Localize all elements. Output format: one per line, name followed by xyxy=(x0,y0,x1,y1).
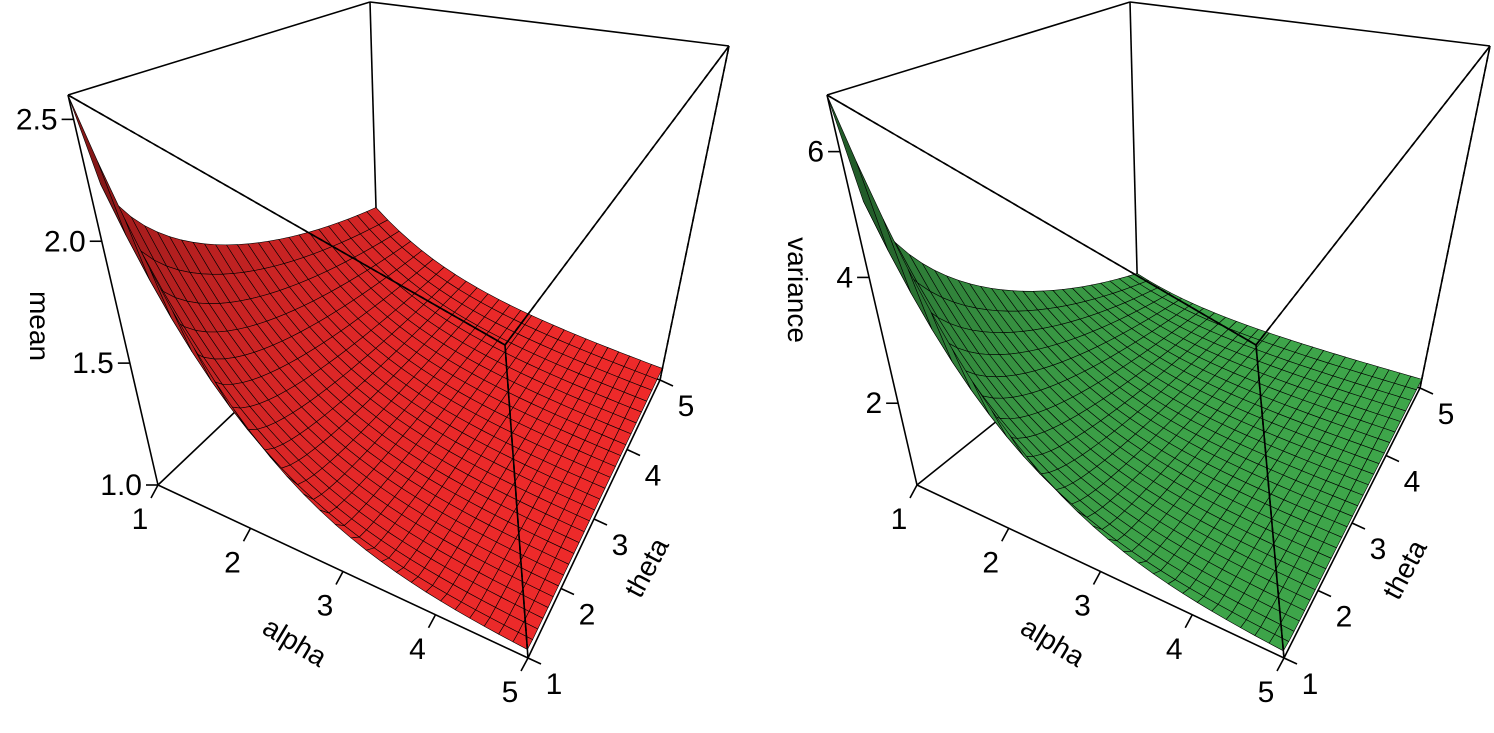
mean-edge xyxy=(67,94,506,346)
mean-x-tick-label: 1 xyxy=(132,503,149,536)
variance-x-tick xyxy=(1276,657,1285,672)
variance-y-tick-label: 2 xyxy=(1336,601,1353,634)
mean-edge xyxy=(67,1,371,96)
mean-z-tick-label: 1.5 xyxy=(72,347,114,380)
variance-y-tick xyxy=(1317,589,1332,598)
variance-x-tick xyxy=(1184,614,1193,629)
variance-y-tick-label: 3 xyxy=(1370,533,1387,566)
mean-y-tick-label: 3 xyxy=(612,529,629,562)
mean-surface-facet xyxy=(97,161,150,280)
variance-x-tick-label: 5 xyxy=(1258,676,1275,709)
mean-y-tick-label: 1 xyxy=(546,668,563,701)
variance-z-tick-label: 2 xyxy=(865,387,882,420)
variance-y-tick-label: 1 xyxy=(1302,668,1319,701)
variance-surface-facet xyxy=(856,161,912,293)
variance-y-tick xyxy=(1419,387,1434,395)
mean-edge xyxy=(504,344,529,659)
variance-x-tick-label: 4 xyxy=(1166,633,1183,666)
variance-x-tick-label: 2 xyxy=(982,546,999,579)
variance-z-tick-label: 6 xyxy=(807,136,824,169)
mean-y-tick xyxy=(527,657,542,665)
mean-z-tick-label: 1.0 xyxy=(100,469,142,502)
variance-x-tick-label: 3 xyxy=(1074,590,1091,623)
mean-x-tick-label: 5 xyxy=(502,676,519,709)
variance-edge xyxy=(1255,45,1491,346)
mean-y-tick-label: 2 xyxy=(579,599,596,632)
variance-y-tick-label: 4 xyxy=(1404,466,1421,499)
variance-z-tick-label: 4 xyxy=(836,261,853,294)
variance-y-tick xyxy=(1283,657,1298,665)
variance-edge xyxy=(1129,1,1491,47)
variance-z-axis-label: variance xyxy=(782,237,813,343)
mean-surface-facet xyxy=(67,94,127,236)
variance-surface xyxy=(826,94,1423,652)
mean-x-tick xyxy=(520,657,529,672)
variance-x-tick xyxy=(909,484,918,499)
mean-x-tick xyxy=(427,614,437,629)
variance-edge xyxy=(1419,45,1491,389)
mean-z-axis-label: mean xyxy=(24,291,55,361)
variance-edge xyxy=(826,1,1131,96)
mean-edge xyxy=(369,1,730,47)
mean-x-tick-label: 2 xyxy=(224,546,241,579)
mean-front-frame xyxy=(67,45,730,659)
variance-edge xyxy=(826,94,918,486)
mean-x-tick xyxy=(242,527,252,542)
variance-y-tick xyxy=(1351,522,1366,530)
mean-y-tick-label: 4 xyxy=(645,460,662,493)
mean-y-tick xyxy=(626,448,641,457)
mean-y-tick-label: 5 xyxy=(678,390,695,423)
mean-x-tick xyxy=(335,571,344,585)
variance-y-tick xyxy=(1385,454,1400,463)
variance-edge xyxy=(826,94,1257,346)
mean-y-tick xyxy=(593,518,608,526)
mean-surface xyxy=(67,94,663,650)
mean-x-tick-label: 3 xyxy=(317,590,334,623)
mean-x-tick xyxy=(150,484,159,499)
mean-y-tick xyxy=(560,587,575,596)
mean-edge xyxy=(67,94,159,486)
variance-x-tick-label: 1 xyxy=(891,503,908,536)
mean-x-tick-label: 4 xyxy=(409,633,426,666)
variance-edge xyxy=(1255,344,1285,659)
variance-edge xyxy=(1129,1,1139,309)
variance-front-frame xyxy=(826,45,1491,659)
variance-x-tick xyxy=(1001,527,1010,542)
mean-edge xyxy=(504,45,730,346)
mean-y-tick xyxy=(659,379,674,387)
mean-z-tick-label: 2.0 xyxy=(44,225,86,258)
mean-z-tick-label: 2.5 xyxy=(16,103,58,136)
mean-edge xyxy=(659,45,730,381)
variance-y-tick-label: 5 xyxy=(1438,398,1455,431)
variance-x-tick xyxy=(1092,571,1102,585)
variance-surface-facet xyxy=(1268,634,1290,652)
